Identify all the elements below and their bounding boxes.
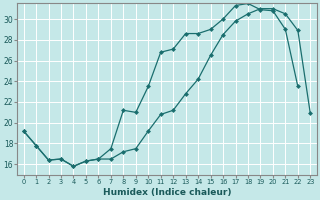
X-axis label: Humidex (Indice chaleur): Humidex (Indice chaleur) — [103, 188, 231, 197]
